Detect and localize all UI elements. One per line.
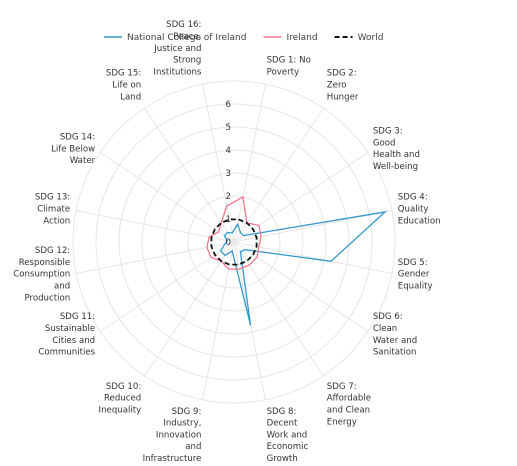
category-label: SDG 6: Clean Water and Sanitation	[373, 312, 417, 357]
category-label: SDG 10: Reduced Inequality	[99, 382, 142, 416]
grid-circle	[141, 149, 327, 335]
grid-circle	[72, 80, 396, 404]
legend-label: Ireland	[286, 33, 317, 43]
grid-spoke	[144, 241, 235, 377]
category-label: SDG 3: Good Health and Well-being	[373, 127, 420, 172]
category-label: SDG 9: Industry, Innovation and Infrastructu…	[143, 407, 202, 464]
tick-label: 6	[226, 100, 231, 110]
legend-item[interactable]: World	[334, 33, 384, 43]
tick-label: 0	[226, 238, 231, 248]
category-label: SDG 14: Life Below Water	[51, 133, 96, 167]
grid-circle	[118, 126, 350, 358]
grid-spoke	[233, 107, 324, 243]
category-label: SDG 13: Climate Action	[35, 193, 70, 227]
legend-item[interactable]: Ireland	[263, 33, 318, 43]
series-line-ireland	[206, 195, 262, 270]
legend-item[interactable]: National College of Ireland	[104, 33, 246, 43]
grid-circle	[164, 172, 304, 312]
grid-spoke	[202, 83, 235, 243]
series-line-national-college-of-ireland	[219, 210, 388, 326]
grid-spoke	[202, 241, 235, 401]
category-label: SDG 15: Life on Land	[106, 69, 141, 103]
legend: National College of Ireland Ireland World	[104, 33, 383, 43]
category-label: SDG 2: Zero Hunger	[327, 69, 359, 103]
grid-spoke	[233, 152, 369, 243]
category-label: SDG 16: Peace, Justice and Strong Institutio…	[153, 20, 202, 77]
radial-grid	[72, 80, 396, 404]
category-labels: SDG 1: No Poverty SDG 2: Zero Hunger SDG 3: Go…	[13, 20, 440, 464]
category-label: SDG 11: Sustainable Cities and Communities	[38, 312, 95, 357]
legend-label: World	[358, 33, 384, 43]
grid-spoke	[233, 241, 324, 377]
grid-circle	[95, 103, 373, 381]
legend-label: National College of Ireland	[127, 33, 246, 43]
category-label: SDG 4: Quality Education	[398, 193, 441, 227]
series-group	[206, 195, 388, 326]
category-label: SDG 12: Responsible Consumption and Producti…	[13, 246, 70, 303]
grid-spoke	[99, 152, 235, 243]
grid-circle	[187, 195, 281, 289]
tick-label: 4	[226, 146, 231, 156]
radial-tick-labels: 0 1 2 3 4 5 6	[226, 100, 231, 248]
category-label: SDG 7: Affordable and Clean Energy	[327, 382, 371, 427]
tick-label: 1	[226, 215, 231, 225]
category-label: SDG 5: Gender Equality	[398, 258, 433, 292]
tick-label: 5	[226, 123, 231, 133]
grid-spoke	[233, 241, 393, 274]
grid-spoke	[75, 241, 235, 274]
tick-label: 3	[226, 169, 231, 179]
category-label: SDG 8: Decent Work and Economic Growth	[267, 407, 309, 464]
grid-spoke	[144, 107, 235, 243]
grid-spoke	[233, 83, 266, 243]
grid-spoke	[75, 210, 235, 243]
category-label: SDG 1: No Poverty	[267, 56, 311, 78]
tick-label: 2	[226, 192, 231, 202]
